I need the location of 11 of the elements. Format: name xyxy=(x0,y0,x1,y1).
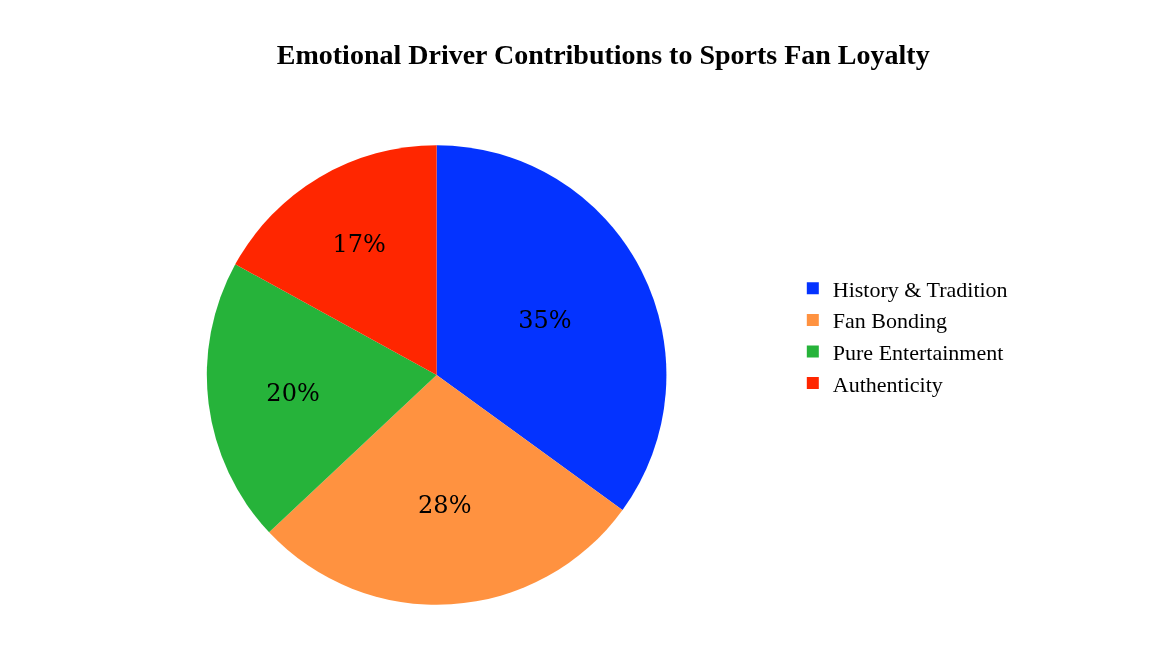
chart-title: Emotional Driver Contributions to Sports Fan Loyalty xyxy=(276,38,930,70)
legend-label: Pure Entertainment xyxy=(832,340,1004,366)
data-label: 35% xyxy=(518,305,572,334)
pie-slice xyxy=(235,145,437,375)
legend-label: Authenticity xyxy=(832,371,943,397)
data-label: 17% xyxy=(332,229,386,258)
data-label: 28% xyxy=(418,490,472,519)
pie-slice xyxy=(269,374,623,605)
legend-label: Fan Bonding xyxy=(832,308,948,334)
legend-label: History & Tradition xyxy=(832,276,1008,302)
data-label: 20% xyxy=(266,379,320,408)
